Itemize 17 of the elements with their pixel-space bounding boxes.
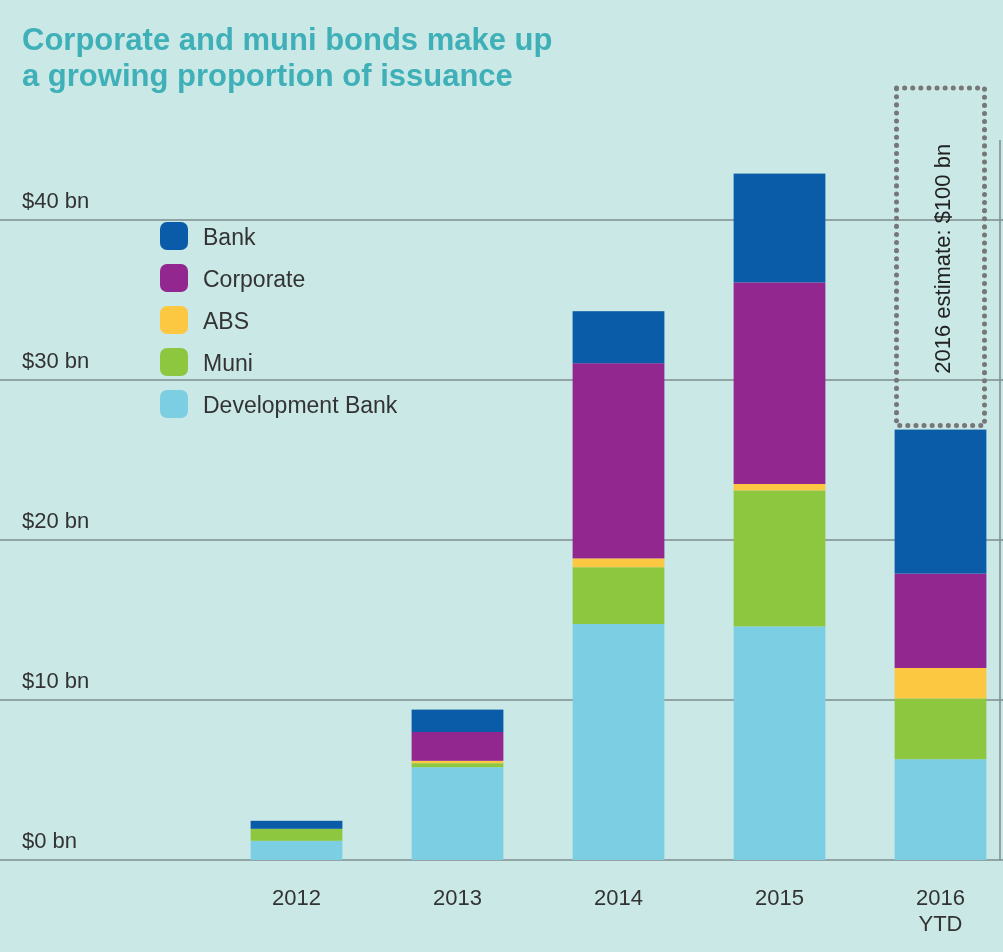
- x-tick-label: 2015: [755, 885, 804, 910]
- x-tick-label: 2014: [594, 885, 643, 910]
- y-tick-label: $10 bn: [22, 668, 90, 693]
- legend-label: Corporate: [203, 266, 306, 292]
- legend-label: Development Bank: [203, 392, 398, 418]
- y-tick-label: $40 bn: [22, 188, 90, 213]
- legend-label: Bank: [203, 224, 256, 250]
- chart-title: Corporate and muni bonds make up a growing proportion of issuance: [22, 22, 553, 93]
- legend-label: Muni: [203, 350, 253, 376]
- y-tick-label: $30 bn: [22, 348, 90, 373]
- annotation: 2016 estimate: $100 bn: [929, 143, 955, 374]
- y-tick-label: $20 bn: [22, 508, 90, 533]
- x-tick-label: 2013: [433, 885, 482, 910]
- x-tick-label: 2016 YTD: [916, 885, 965, 936]
- y-tick-label: $0 bn: [22, 828, 78, 853]
- x-tick-label: 2012: [272, 885, 321, 910]
- legend-label: ABS: [203, 308, 250, 334]
